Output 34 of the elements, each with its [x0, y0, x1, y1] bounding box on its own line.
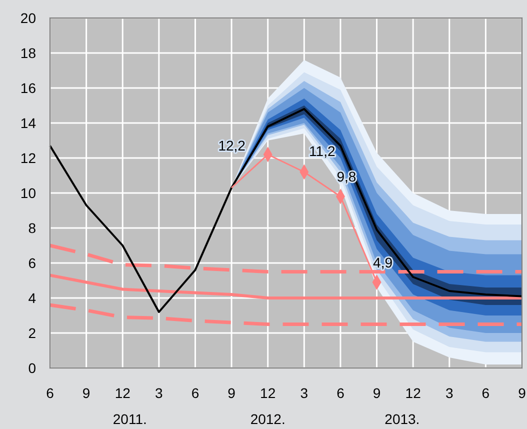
y-tick-label: 0 — [28, 360, 36, 376]
x-tick-label: 3 — [445, 385, 454, 401]
y-tick-label: 8 — [28, 220, 36, 236]
line-series — [48, 274, 524, 300]
x-tick-label: 6 — [46, 385, 54, 401]
x-tick-label: 3 — [155, 385, 164, 401]
x-tick-label: 9 — [518, 385, 526, 401]
line-series — [48, 303, 524, 326]
y-tick-label: 16 — [20, 80, 36, 96]
x-tick-label: 6 — [482, 385, 490, 401]
line-series — [49, 108, 523, 313]
x-tick-label: 6 — [336, 385, 345, 401]
x-tick-label: 12 — [260, 385, 276, 401]
x-tick-label: 12 — [405, 385, 422, 401]
x-tick-label: 12 — [114, 385, 131, 401]
y-tick-label: 20 — [20, 10, 36, 26]
text: 2012. — [250, 411, 286, 427]
y-tick-label: 2 — [28, 324, 36, 341]
text: 2011. — [112, 411, 147, 427]
data-label: 12,2 — [218, 138, 246, 154]
y-tick-label: 6 — [28, 254, 36, 271]
y-tick-label: 10 — [20, 184, 36, 201]
x-tick-label: 3 — [300, 385, 308, 401]
y-tick-label: 12 — [20, 150, 36, 166]
x-tick-label: 9 — [372, 385, 381, 401]
x-tick-label: 9 — [82, 385, 90, 401]
data-label: 11,2 — [309, 143, 336, 159]
x-tick-label: 9 — [228, 385, 236, 401]
y-tick-label: 14 — [20, 114, 36, 131]
y-tick-label: 18 — [20, 44, 36, 61]
data-label: 4,9 — [373, 254, 393, 270]
y-tick-label: 4 — [28, 290, 36, 306]
text: 2013. — [384, 411, 420, 427]
x-tick-label: 6 — [191, 385, 200, 401]
